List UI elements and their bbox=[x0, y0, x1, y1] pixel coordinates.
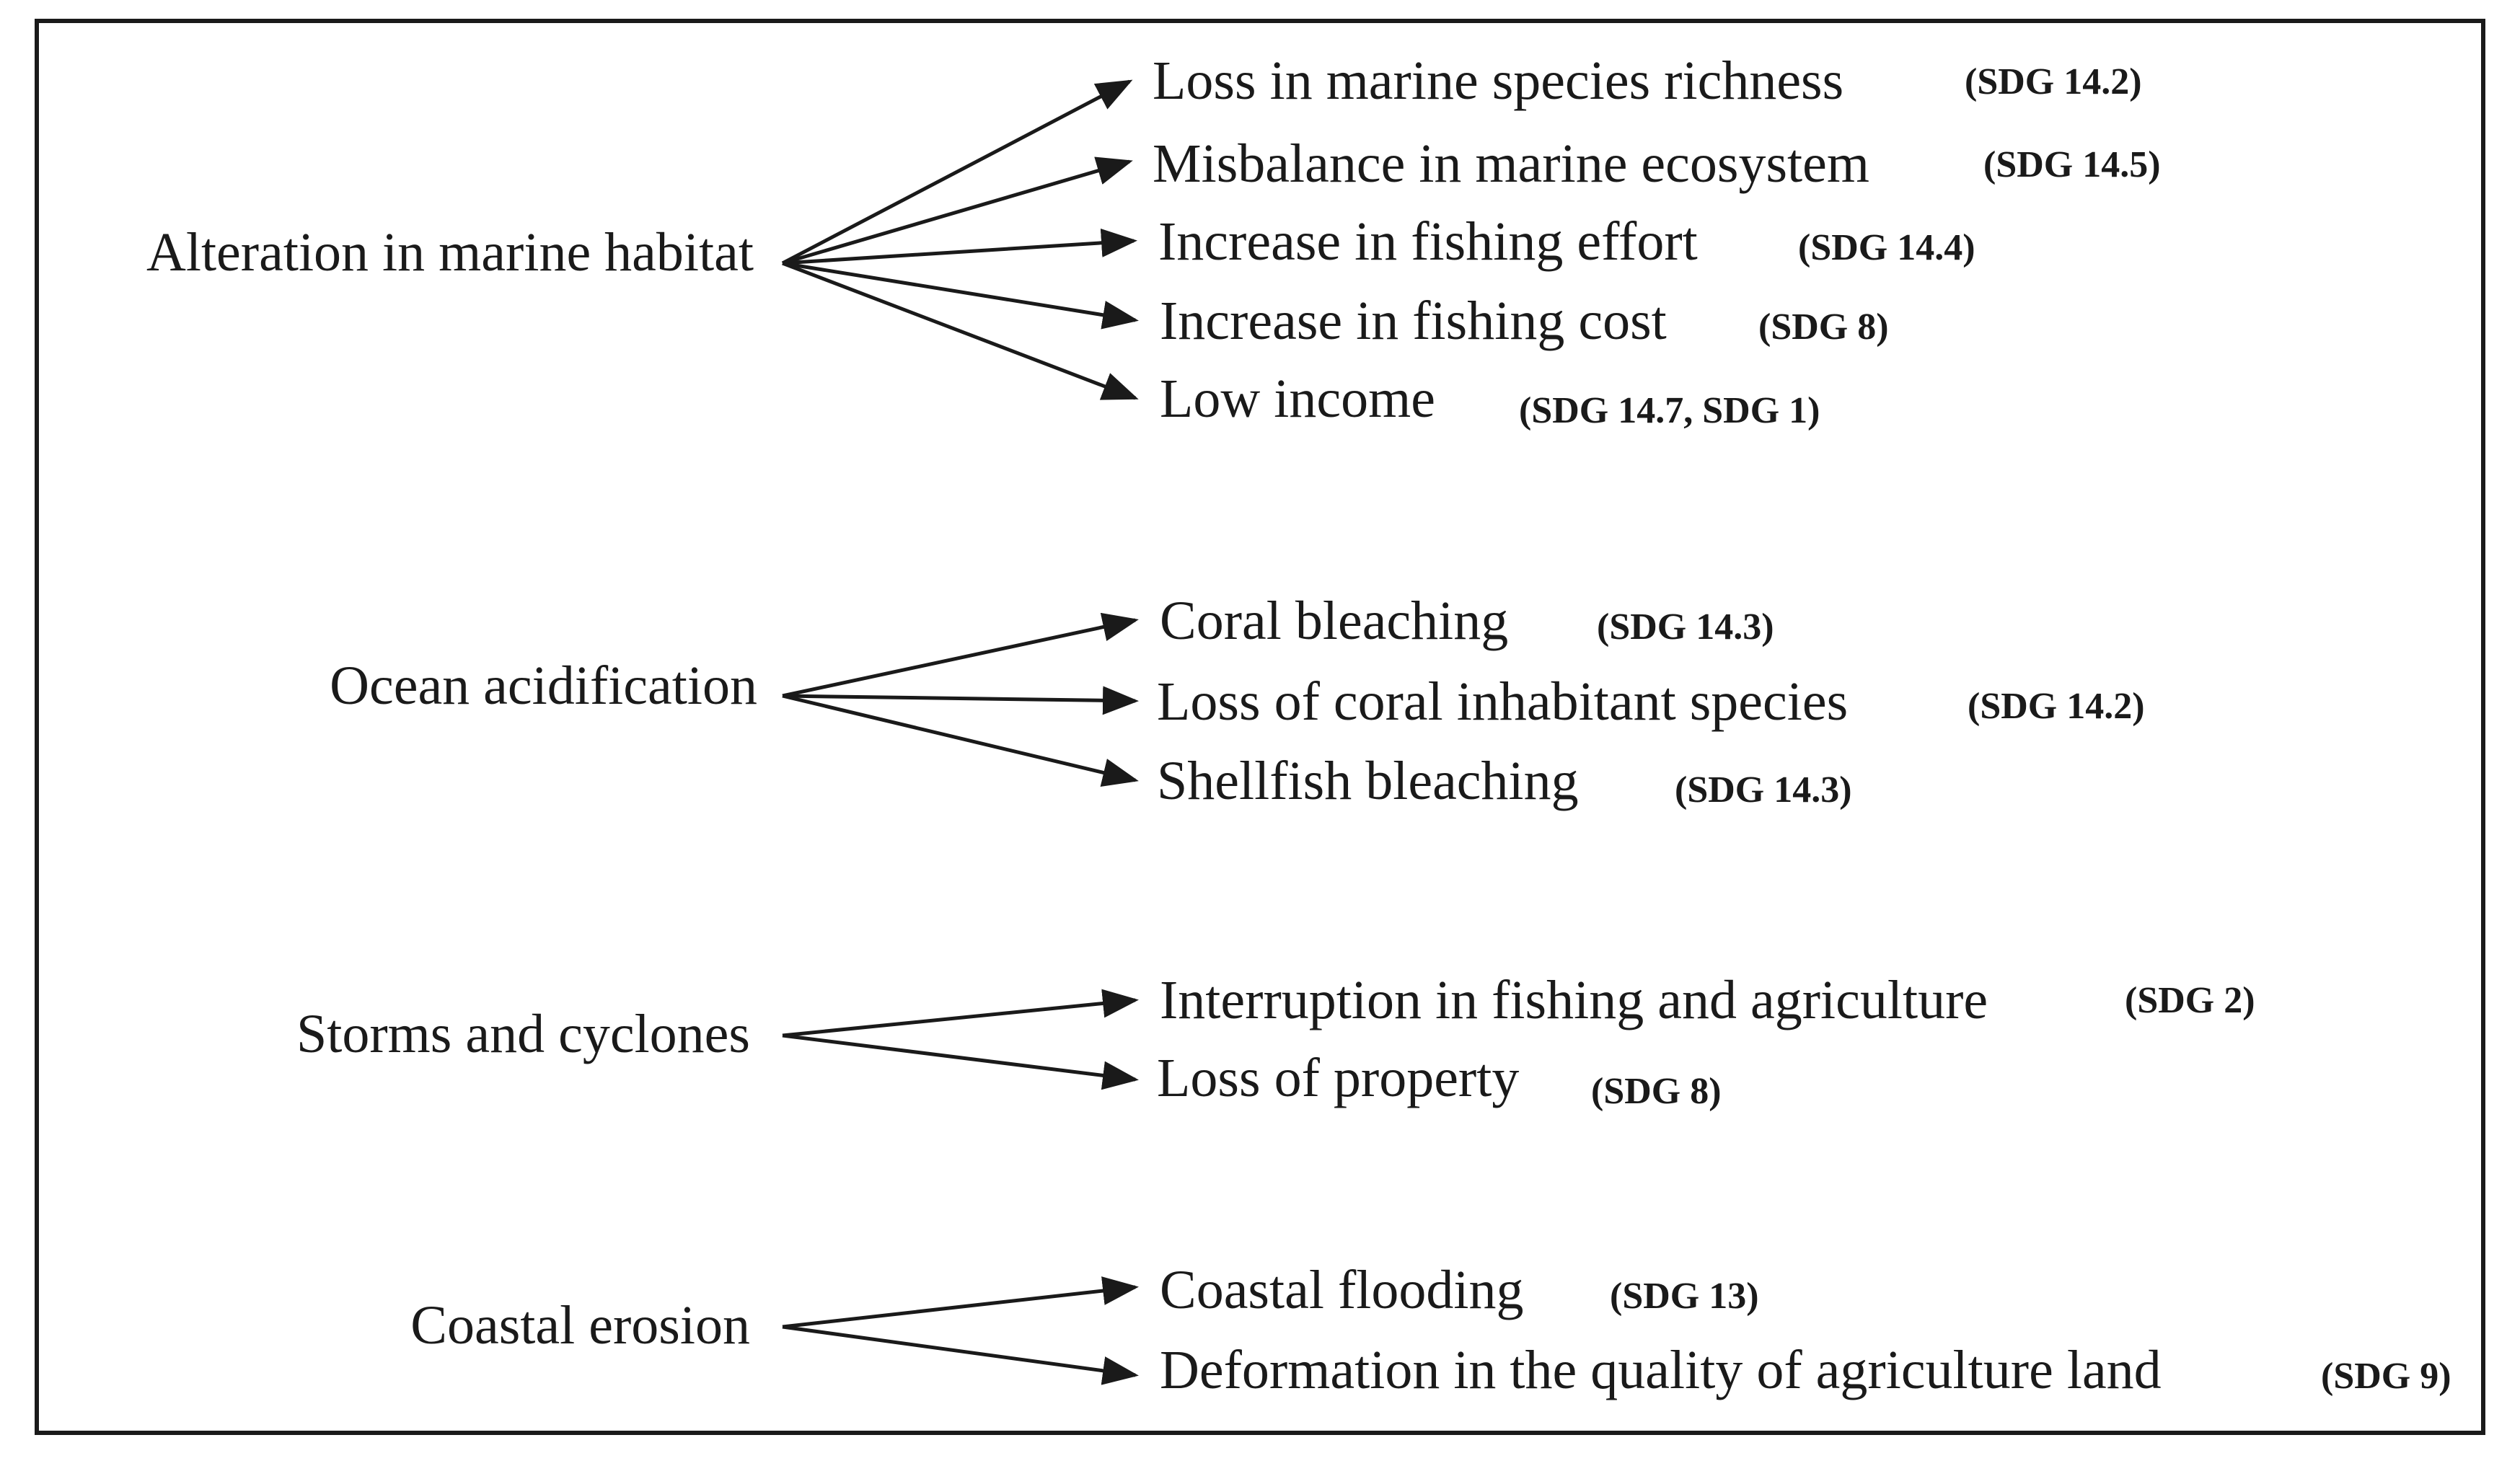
group-alteration-in-marine-habitat: Alteration in marine habitat Loss in mar… bbox=[146, 50, 2161, 431]
cause-label: Storms and cyclones bbox=[296, 1004, 750, 1064]
sdg-tag: (SDG 8) bbox=[1591, 1071, 1722, 1112]
effect-label: Increase in fishing effort bbox=[1158, 211, 1698, 272]
arrow bbox=[782, 1276, 1139, 1329]
effect-label: Increase in fishing cost bbox=[1160, 291, 1667, 351]
effect-label: Loss in marine species richness bbox=[1153, 50, 1843, 111]
sdg-tag: (SDG 14.3) bbox=[1597, 606, 1774, 648]
group-storms-and-cyclones: Storms and cyclones Interruption in fish… bbox=[296, 970, 2255, 1112]
sdg-tag: (SDG 8) bbox=[1758, 306, 1889, 348]
effect-label: Low income bbox=[1160, 368, 1435, 429]
effect-label: Deformation in the quality of agricultur… bbox=[1160, 1340, 2162, 1400]
sdg-tag: (SDG 14.2) bbox=[1965, 61, 2142, 102]
sdg-tag: (SDG 14.2) bbox=[1968, 686, 2145, 727]
effect-label: Misbalance in marine ecosystem bbox=[1153, 133, 1869, 194]
sdg-tag: (SDG 14.5) bbox=[1983, 144, 2161, 185]
effect-label: Loss of coral inhabitant species bbox=[1157, 671, 1848, 732]
arrow bbox=[782, 1033, 1139, 1090]
arrow bbox=[782, 228, 1137, 265]
arrow bbox=[782, 989, 1139, 1038]
cause-label: Ocean acidification bbox=[330, 655, 757, 716]
arrow bbox=[782, 686, 1139, 715]
arrow bbox=[782, 261, 1139, 330]
arrow bbox=[782, 694, 1139, 787]
group-ocean-acidification: Ocean acidification Coral bleaching (SDG… bbox=[330, 591, 2144, 811]
arrow bbox=[782, 156, 1133, 265]
arrow bbox=[781, 79, 1133, 265]
group-coastal-erosion: Coastal erosion Coastal flooding (SDG 13… bbox=[410, 1260, 2451, 1400]
sdg-tag: (SDG 9) bbox=[2321, 1356, 2451, 1397]
sdg-tag: (SDG 14.7, SDG 1) bbox=[1519, 390, 1820, 431]
effect-label: Coral bleaching bbox=[1160, 591, 1508, 651]
diagram-frame bbox=[35, 19, 2485, 1435]
sdg-tag: (SDG 14.3) bbox=[1675, 769, 1852, 811]
sdg-tag: (SDG 14.4) bbox=[1798, 227, 1975, 268]
arrow bbox=[782, 1325, 1139, 1385]
effect-label: Loss of property bbox=[1157, 1048, 1519, 1108]
sdg-tag: (SDG 2) bbox=[2125, 980, 2255, 1021]
sdg-tag: (SDG 13) bbox=[1610, 1276, 1759, 1317]
effect-label: Interruption in fishing and agriculture bbox=[1160, 970, 1988, 1030]
effect-label: Shellfish bleaching bbox=[1157, 751, 1579, 811]
arrow bbox=[782, 612, 1139, 698]
arrow bbox=[782, 261, 1139, 400]
effect-label: Coastal flooding bbox=[1160, 1260, 1524, 1320]
cause-label: Coastal erosion bbox=[410, 1295, 750, 1356]
cause-label: Alteration in marine habitat bbox=[146, 222, 754, 283]
